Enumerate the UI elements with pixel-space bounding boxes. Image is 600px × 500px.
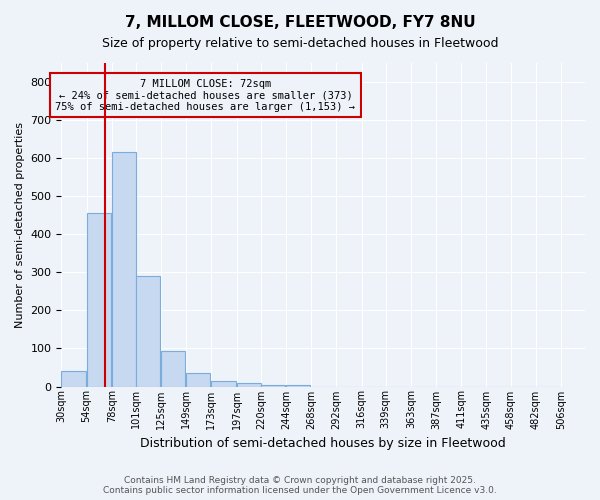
Bar — [261, 384, 285, 386]
Bar — [61, 370, 86, 386]
Text: 7 MILLOM CLOSE: 72sqm
← 24% of semi-detached houses are smaller (373)
75% of sem: 7 MILLOM CLOSE: 72sqm ← 24% of semi-deta… — [55, 78, 355, 112]
Bar — [236, 384, 261, 386]
Text: Contains HM Land Registry data © Crown copyright and database right 2025.
Contai: Contains HM Land Registry data © Crown c… — [103, 476, 497, 495]
X-axis label: Distribution of semi-detached houses by size in Fleetwood: Distribution of semi-detached houses by … — [140, 437, 506, 450]
Bar — [286, 384, 310, 386]
Bar — [136, 276, 160, 386]
Bar — [211, 381, 236, 386]
Text: Size of property relative to semi-detached houses in Fleetwood: Size of property relative to semi-detach… — [102, 38, 498, 51]
Bar — [161, 351, 185, 386]
Bar — [86, 213, 111, 386]
Bar — [112, 152, 136, 386]
Y-axis label: Number of semi-detached properties: Number of semi-detached properties — [15, 122, 25, 328]
Text: 7, MILLOM CLOSE, FLEETWOOD, FY7 8NU: 7, MILLOM CLOSE, FLEETWOOD, FY7 8NU — [125, 15, 475, 30]
Bar — [186, 373, 211, 386]
